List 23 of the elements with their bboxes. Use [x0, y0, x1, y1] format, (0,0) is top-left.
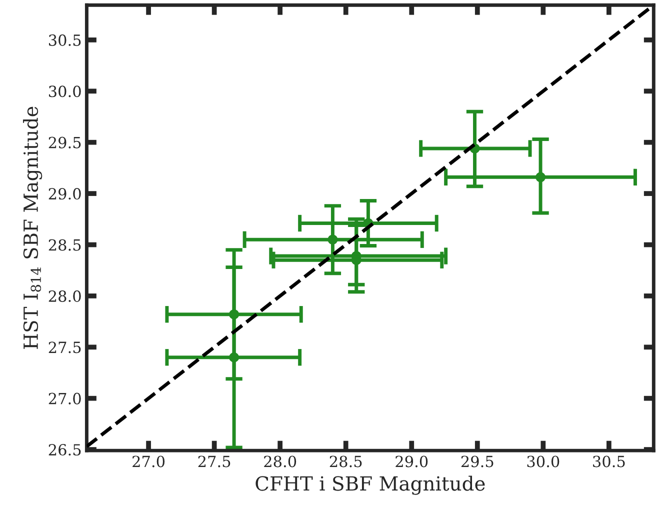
y-tick-label: 27.5: [48, 342, 81, 354]
point: [536, 172, 546, 182]
y-tick-label: 27.0: [48, 392, 81, 404]
x-tick-label: 28.0: [264, 456, 296, 468]
x-tick-label: 27.5: [198, 456, 230, 468]
y-tick-label: 30.0: [48, 86, 81, 98]
point: [328, 234, 338, 245]
y-axis-title: HST I$_{814}$ SBF Magnitude: [23, 106, 42, 349]
x-tick-label: 29.0: [396, 456, 428, 468]
y-tick-label: 28.0: [48, 290, 81, 302]
x-tick-label: 27.0: [132, 456, 165, 468]
x-tick-label: 28.5: [330, 456, 362, 468]
x-axis-title: CFHT i SBF Magnitude: [256, 476, 485, 495]
y-tick-label: 26.5: [48, 444, 81, 456]
y-tick-label: 29.5: [48, 136, 81, 148]
y-tick-label: 28.5: [48, 239, 81, 251]
x-tick-label: 30.0: [527, 456, 560, 468]
point: [229, 309, 240, 320]
x-tick-label: 29.5: [461, 456, 494, 468]
y-tick-label: 30.5: [48, 34, 81, 46]
y-tick-label: 29.0: [48, 188, 81, 200]
point: [229, 352, 240, 362]
x-tick-label: 30.5: [593, 456, 625, 468]
